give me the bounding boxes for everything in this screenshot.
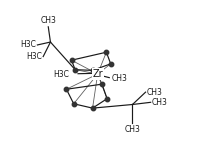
Text: CH3: CH3 xyxy=(147,88,163,97)
Text: CH3: CH3 xyxy=(152,98,168,107)
Text: CH3: CH3 xyxy=(111,74,127,83)
Text: H3C: H3C xyxy=(20,40,36,49)
Text: H3C: H3C xyxy=(53,70,69,78)
Text: CH3: CH3 xyxy=(40,16,56,25)
Text: Zr: Zr xyxy=(92,69,103,79)
Text: CH3: CH3 xyxy=(125,125,140,134)
Text: H3C: H3C xyxy=(26,52,42,61)
